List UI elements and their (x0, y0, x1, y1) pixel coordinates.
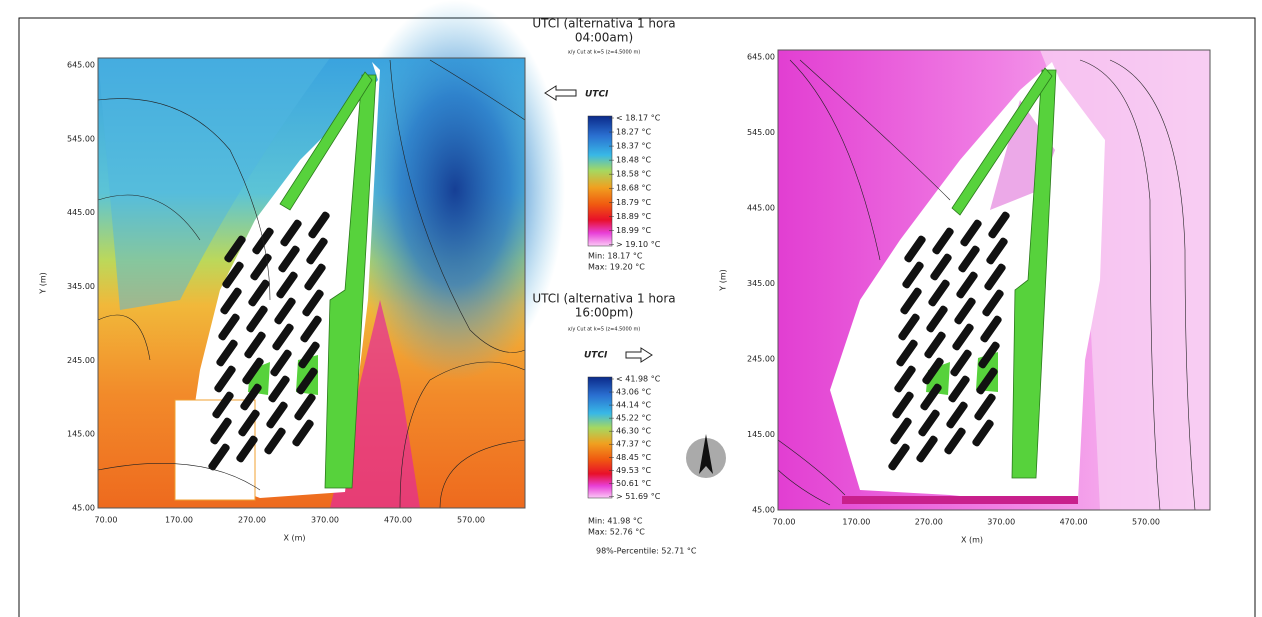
x-tick-label: 170.00 (842, 518, 870, 527)
x-tick-label: 70.00 (773, 518, 796, 527)
y-tick-label: 345.00 (67, 282, 95, 291)
color-bar (588, 116, 612, 246)
x-tick-label: 70.00 (95, 516, 118, 525)
y-tick-label: 345.00 (747, 279, 775, 288)
x-tick-label: 470.00 (1060, 518, 1088, 527)
color-bar (588, 377, 612, 498)
legend-label: 18.99 °C (616, 226, 651, 235)
x-axis-label: X (m) (283, 534, 305, 543)
x-tick-label: 470.00 (384, 516, 412, 525)
legend-label: 43.06 °C (616, 388, 651, 397)
x-tick-label: 370.00 (987, 518, 1015, 527)
y-tick-label: 245.00 (747, 355, 775, 364)
legend-bottom: UTCI (alternativa 1 hora 16:00pm) x/y Cu… (532, 292, 696, 556)
legend-max: Max: 52.76 °C (588, 528, 645, 537)
cut-label: x/y Cut at k=5 (z=4.5000 m) (568, 327, 641, 333)
y-axis-label: Y (m) (39, 272, 48, 294)
legend-min: Min: 41.98 °C (588, 517, 643, 526)
legend-max: Max: 19.20 °C (588, 263, 645, 272)
legend-label: 49.53 °C (616, 466, 651, 475)
legend-label: > 51.69 °C (616, 492, 661, 501)
right-map (778, 50, 1210, 510)
percentile: 98%-Percentile: 52.71 °C (596, 547, 697, 556)
x-tick-label: 370.00 (311, 516, 339, 525)
x-tick-label: 170.00 (165, 516, 193, 525)
legend-label: 18.68 °C (616, 184, 651, 193)
y-tick-label: 445.00 (747, 204, 775, 213)
y-tick-label: 245.00 (67, 356, 95, 365)
legend-label: 50.61 °C (616, 479, 651, 488)
north-arrow (686, 434, 726, 478)
y-tick-label: 645.00 (67, 61, 95, 70)
y-tick-label: 545.00 (67, 134, 95, 143)
y-tick-label: 645.00 (747, 53, 775, 62)
figure: UTCI (alternativa 1 hora 04:00am) x/y Cu… (0, 0, 1262, 617)
legend-label: 44.14 °C (616, 401, 651, 410)
legend-label: > 19.10 °C (616, 240, 661, 249)
legend-name: UTCI (584, 351, 608, 361)
y-tick-label: 545.00 (747, 128, 775, 137)
x-tick-label: 270.00 (238, 516, 266, 525)
arrow (626, 348, 652, 362)
x-tick-label: 570.00 (1132, 518, 1160, 527)
legend-label: 18.27 °C (616, 128, 651, 137)
legend-label: 18.89 °C (616, 212, 651, 221)
y-axis-label: Y (m) (719, 269, 728, 291)
y-tick-label: 445.00 (67, 208, 95, 217)
left-map (98, 0, 565, 508)
legend-label: < 18.17 °C (616, 114, 661, 123)
map-field (842, 496, 1078, 504)
x-axis-label: X (m) (961, 536, 983, 545)
y-tick-label: 45.00 (72, 504, 95, 513)
y-tick-label: 45.00 (752, 506, 775, 515)
x-tick-label: 270.00 (915, 518, 943, 527)
legend-title: UTCI (alternativa 1 hora (532, 292, 675, 306)
legend-label: 45.22 °C (616, 414, 651, 423)
legend-label: 18.37 °C (616, 142, 651, 151)
legend-title: 16:00pm) (575, 306, 634, 320)
legend-min: Min: 18.17 °C (588, 252, 643, 261)
legend-title: UTCI (alternativa 1 hora (532, 17, 675, 31)
legend-label: < 41.98 °C (616, 375, 661, 384)
legend-label: 18.48 °C (616, 156, 651, 165)
cut-label: x/y Cut at k=5 (z=4.5000 m) (568, 50, 641, 56)
y-tick-label: 145.00 (747, 430, 775, 439)
legend-label: 46.30 °C (616, 427, 651, 436)
legend-name: UTCI (585, 90, 609, 100)
y-tick-label: 145.00 (67, 430, 95, 439)
legend-label: 47.37 °C (616, 440, 651, 449)
legend-title: 04:00am) (575, 31, 633, 45)
x-tick-label: 570.00 (457, 516, 485, 525)
legend-label: 18.79 °C (616, 198, 651, 207)
legend-label: 18.58 °C (616, 170, 651, 179)
legend-label: 48.45 °C (616, 453, 651, 462)
